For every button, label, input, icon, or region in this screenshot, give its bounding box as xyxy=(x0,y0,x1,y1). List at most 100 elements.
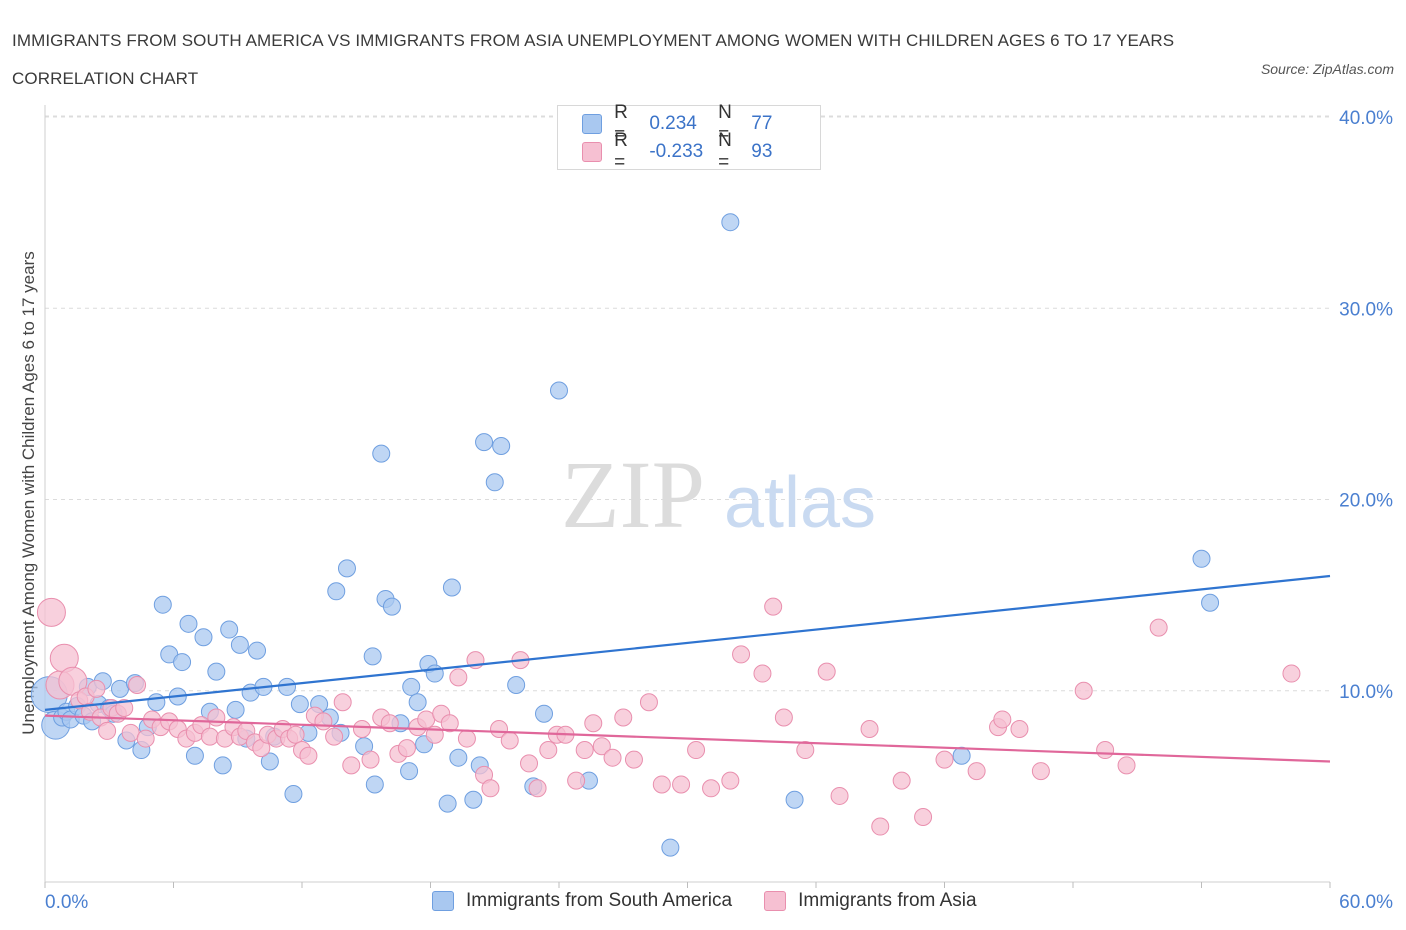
data-point xyxy=(363,647,382,666)
data-point xyxy=(290,695,309,714)
data-point xyxy=(520,754,539,773)
data-point xyxy=(153,595,172,614)
data-point xyxy=(207,662,226,681)
legend-item-asia: Immigrants from Asia xyxy=(764,890,977,912)
data-point xyxy=(449,668,468,687)
data-point xyxy=(764,597,783,616)
data-point xyxy=(314,712,333,731)
data-point xyxy=(333,693,352,712)
legend-r-value: 0.234 xyxy=(649,113,697,134)
legend-n-value: 93 xyxy=(751,141,773,162)
data-point xyxy=(892,771,911,790)
legend-r-label: R = xyxy=(614,130,628,173)
data-point xyxy=(687,741,706,760)
data-point xyxy=(539,741,558,760)
data-point xyxy=(337,559,356,578)
data-point xyxy=(342,756,361,775)
data-point xyxy=(952,746,971,765)
y-tick-label: 40.0% xyxy=(1339,108,1393,129)
legend-swatch-blue xyxy=(432,891,454,911)
watermark-zip: ZIP xyxy=(561,441,705,548)
data-point xyxy=(382,597,401,616)
x-tick-labels: 0.0% 60.0% xyxy=(45,892,1393,913)
data-point xyxy=(567,771,586,790)
data-point xyxy=(1031,762,1050,781)
data-point xyxy=(400,762,419,781)
data-point xyxy=(603,748,622,767)
source-label: Source: ZipAtlas.com xyxy=(1260,61,1394,77)
data-point xyxy=(417,710,436,729)
data-point xyxy=(550,381,568,400)
data-point xyxy=(226,700,245,719)
grid-lines xyxy=(45,115,1330,692)
legend-row-south-america: R = 0.234 N = 77 xyxy=(582,102,820,145)
data-point xyxy=(592,737,611,756)
data-point xyxy=(1192,549,1211,568)
data-point xyxy=(817,662,836,681)
data-point xyxy=(442,578,461,597)
data-point xyxy=(481,779,500,798)
data-point xyxy=(98,721,117,740)
data-point xyxy=(372,444,391,463)
data-point xyxy=(325,727,344,746)
data-point xyxy=(860,720,879,738)
x-tick-label: 60.0% xyxy=(1339,892,1393,913)
data-point xyxy=(1117,756,1136,775)
data-point xyxy=(402,677,421,696)
legend-swatch-blue xyxy=(582,114,603,134)
data-point xyxy=(500,731,519,750)
data-point xyxy=(147,693,166,712)
data-point xyxy=(485,473,504,492)
legend-swatch-pink xyxy=(582,142,603,162)
data-point xyxy=(475,433,494,452)
watermark-atlas: atlas xyxy=(724,463,876,543)
data-point xyxy=(260,752,279,771)
data-point xyxy=(408,693,427,712)
data-point xyxy=(774,708,793,727)
data-point xyxy=(535,704,554,723)
legend-swatch-pink xyxy=(764,891,787,911)
data-point xyxy=(914,807,933,826)
trend-line-asia xyxy=(44,714,1331,763)
trend-line-south-america xyxy=(44,574,1331,711)
data-point xyxy=(457,729,476,748)
data-point xyxy=(185,746,204,765)
data-point xyxy=(179,614,198,633)
stats-legend: R = 0.234 N = 77 R = -0.233 N = 93 xyxy=(557,102,821,173)
data-point xyxy=(1074,681,1093,700)
data-point xyxy=(639,693,658,712)
data-point xyxy=(397,739,416,758)
data-point xyxy=(327,582,346,601)
data-point xyxy=(173,653,192,672)
data-point xyxy=(871,817,890,836)
data-point xyxy=(284,785,303,804)
data-point xyxy=(614,708,633,727)
data-point xyxy=(528,779,547,798)
data-point xyxy=(661,838,680,857)
legend-label-asia: Immigrants from Asia xyxy=(798,890,977,911)
data-point xyxy=(1201,593,1220,612)
legend-item-south-america: Immigrants from South America xyxy=(432,890,732,912)
data-point xyxy=(128,676,147,695)
data-point xyxy=(36,597,66,627)
data-point xyxy=(967,762,986,781)
legend-r-label: R = xyxy=(614,102,628,145)
data-point xyxy=(278,677,297,696)
data-point xyxy=(721,771,740,790)
data-point xyxy=(121,723,140,742)
data-point xyxy=(136,729,155,748)
data-point xyxy=(1010,720,1029,738)
data-point xyxy=(220,620,239,639)
y-tick-label: 20.0% xyxy=(1339,491,1393,512)
data-point xyxy=(299,746,318,765)
data-point xyxy=(87,679,106,698)
y-axis-label: Unemployment Among Women with Children A… xyxy=(19,251,38,735)
legend-n-label: N = xyxy=(718,102,732,145)
y-tick-labels: 10.0% 20.0% 30.0% 40.0% xyxy=(1339,108,1393,703)
data-point xyxy=(796,741,815,760)
data-point xyxy=(830,786,849,805)
data-point xyxy=(200,727,219,746)
data-point xyxy=(438,794,457,813)
data-point xyxy=(207,708,226,727)
